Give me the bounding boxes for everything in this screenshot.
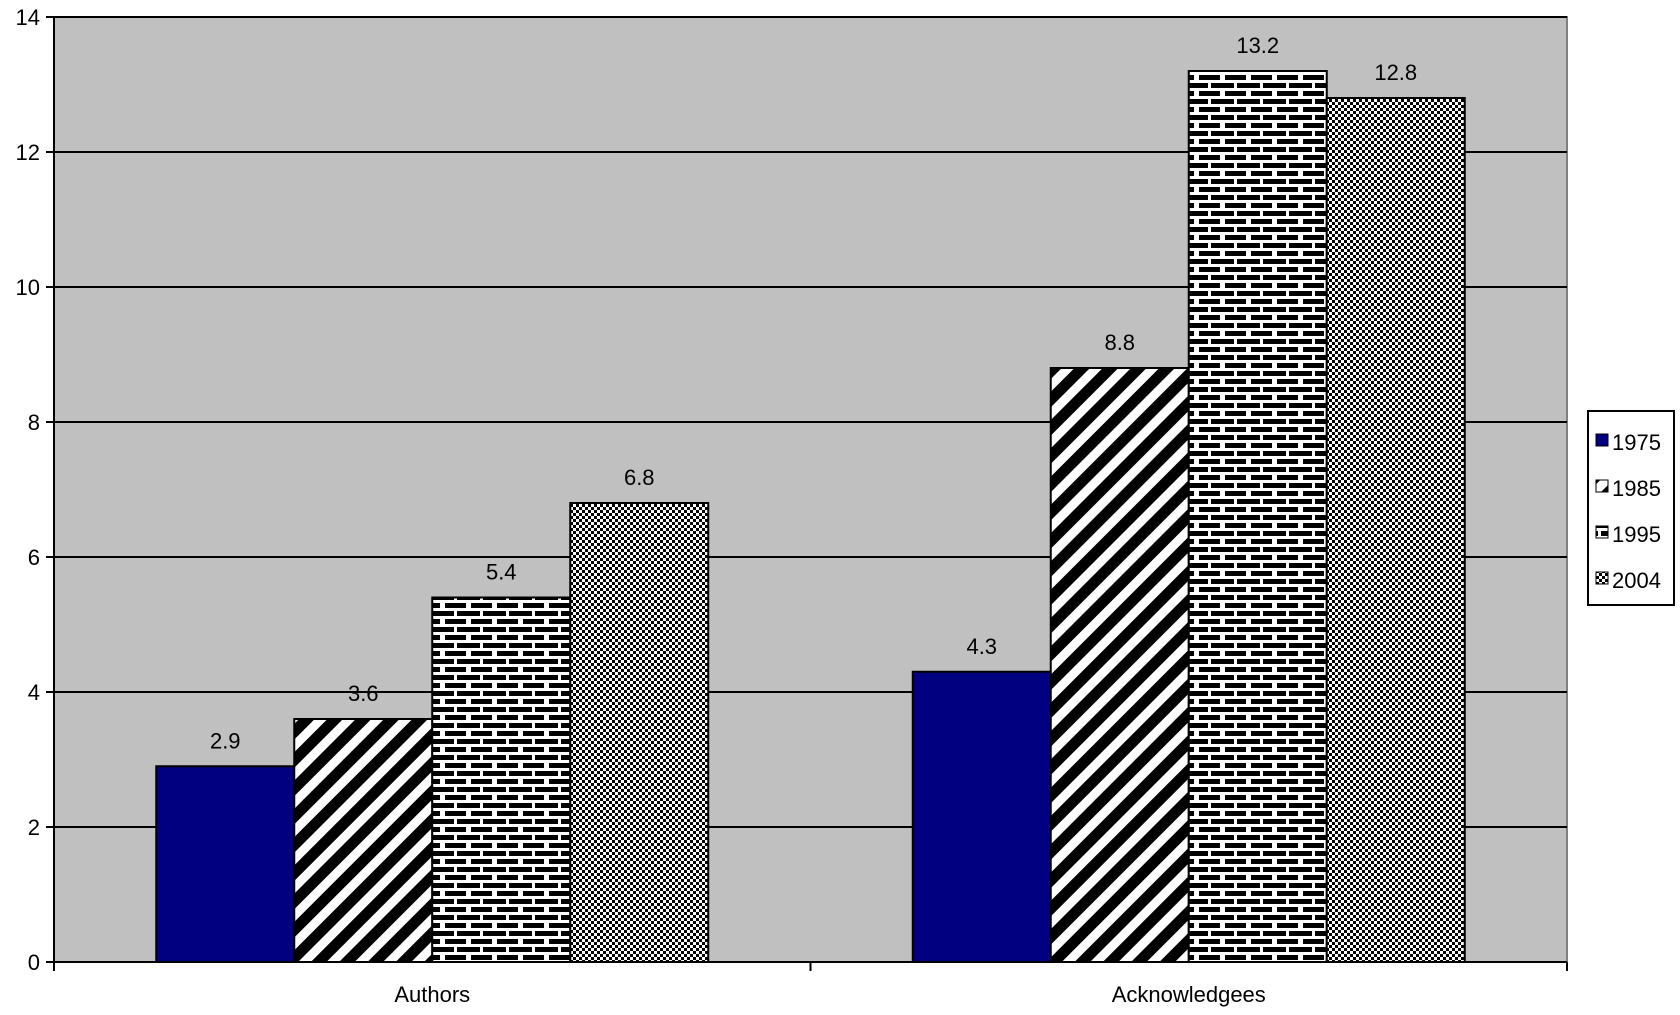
- data-label: 12.8: [1374, 60, 1417, 85]
- data-labels: 2.9 3.6 5.4 6.8 4.3 8.8 13.2 12.8: [210, 33, 1417, 753]
- y-tick-label: 0: [28, 950, 40, 975]
- data-label: 13.2: [1236, 33, 1279, 58]
- y-tick-label: 6: [28, 545, 40, 570]
- x-category-label: Authors: [394, 982, 470, 1007]
- legend-swatch: [1595, 571, 1609, 585]
- y-tick-label: 14: [16, 5, 40, 30]
- bar-1975-authors: [155, 765, 296, 963]
- legend-swatch: [1595, 433, 1609, 447]
- data-label: 5.4: [486, 560, 517, 585]
- bar-1985-authors: [293, 718, 434, 963]
- y-tick-label: 2: [28, 815, 40, 840]
- bar-2004-authors: [569, 502, 710, 963]
- legend-label: 1995: [1612, 522, 1661, 547]
- axes: [46, 16, 1568, 971]
- bar-1995-authors: [431, 596, 572, 963]
- data-label: 8.8: [1104, 330, 1135, 355]
- bar-1985-acknowledgees: [1049, 367, 1190, 963]
- legend-swatch: [1595, 479, 1609, 493]
- y-tick-label: 12: [16, 140, 40, 165]
- y-tick-label: 10: [16, 275, 40, 300]
- legend-swatch: [1595, 525, 1609, 539]
- data-label: 6.8: [624, 465, 655, 490]
- data-label: 4.3: [966, 634, 997, 659]
- y-tick-label: 8: [28, 410, 40, 435]
- bar-1995-acknowledgees: [1187, 70, 1328, 963]
- legend-label: 2004: [1612, 568, 1661, 593]
- x-category-label: Acknowledgees: [1112, 982, 1266, 1007]
- bar-2004-acknowledgees: [1325, 97, 1466, 963]
- y-axis-tick-labels: 0 2 4 6 8 10 12 14: [16, 5, 40, 975]
- y-tick-label: 4: [28, 680, 40, 705]
- x-axis-category-labels: Authors Acknowledgees: [394, 982, 1265, 1007]
- legend-label: 1985: [1612, 476, 1661, 501]
- data-label: 2.9: [210, 728, 241, 753]
- legend-label: 1975: [1612, 430, 1661, 455]
- bar-1975-acknowledgees: [911, 670, 1052, 963]
- legend: 1975 1985 1995 2004: [1587, 410, 1675, 606]
- data-label: 3.6: [348, 681, 379, 706]
- bars: [155, 70, 1466, 963]
